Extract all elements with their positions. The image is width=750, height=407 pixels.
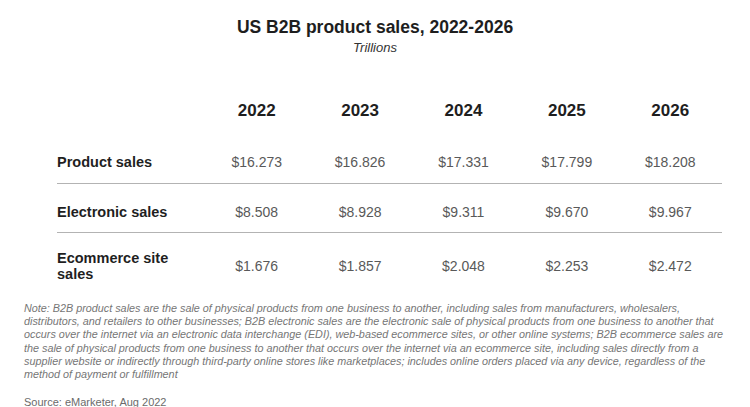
- value-cell: $1.857: [308, 233, 411, 293]
- row-label: Product sales: [57, 133, 205, 184]
- value-cell: $9.670: [515, 184, 618, 233]
- value-cell: $2.048: [412, 233, 515, 293]
- table-header-row: 2022 2023 2024 2025 2026: [57, 101, 722, 133]
- year-header-2023: 2023: [308, 101, 411, 133]
- table-row-ecommerce-site-sales: Ecommerce site sales $1.676 $1.857 $2.04…: [57, 233, 722, 293]
- value-cell: $1.676: [205, 233, 308, 293]
- year-header-2026: 2026: [619, 101, 722, 133]
- year-header-2024: 2024: [412, 101, 515, 133]
- chart-card: US B2B product sales, 2022-2026 Trillion…: [0, 0, 750, 407]
- value-cell: $17.799: [515, 133, 618, 184]
- row-label-header: [57, 101, 205, 133]
- table-row-electronic-sales: Electronic sales $8.508 $8.928 $9.311 $9…: [57, 184, 722, 233]
- row-label: Ecommerce site sales: [57, 233, 205, 293]
- source-line: Source: eMarketer, Aug 2022: [24, 396, 750, 407]
- value-cell: $17.331: [412, 133, 515, 184]
- value-cell: $18.208: [619, 133, 722, 184]
- year-header-2022: 2022: [205, 101, 308, 133]
- value-cell: $8.928: [308, 184, 411, 233]
- table-row-product-sales: Product sales $16.273 $16.826 $17.331 $1…: [57, 133, 722, 184]
- value-cell: $16.826: [308, 133, 411, 184]
- value-cell: $9.967: [619, 184, 722, 233]
- value-cell: $9.311: [412, 184, 515, 233]
- data-table: 2022 2023 2024 2025 2026 Product sales $…: [57, 101, 722, 292]
- chart-subtitle: Trillions: [0, 40, 750, 56]
- value-cell: $16.273: [205, 133, 308, 184]
- value-cell: $2.472: [619, 233, 722, 293]
- year-header-2025: 2025: [515, 101, 618, 133]
- chart-title: US B2B product sales, 2022-2026: [0, 0, 750, 38]
- value-cell: $8.508: [205, 184, 308, 233]
- row-label: Electronic sales: [57, 184, 205, 233]
- value-cell: $2.253: [515, 233, 618, 293]
- footnote: Note: B2B product sales are the sale of …: [24, 302, 731, 381]
